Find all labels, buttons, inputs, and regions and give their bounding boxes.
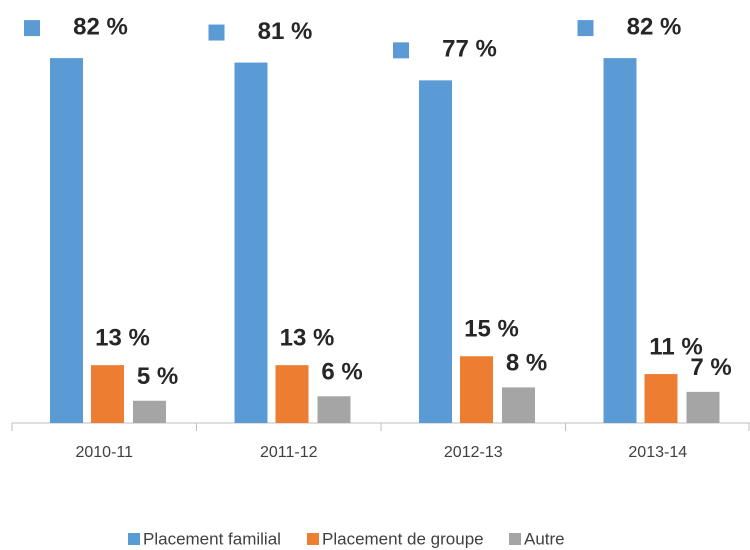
value-label: 8 % [506, 350, 547, 377]
legend-key [128, 533, 140, 545]
bar [460, 356, 493, 423]
value-label: 77 % [442, 36, 497, 63]
bar [419, 80, 452, 423]
bar [133, 400, 166, 423]
bar [234, 62, 268, 424]
bar [603, 58, 637, 423]
value-label: 13 % [280, 324, 335, 351]
legend-key [509, 533, 521, 545]
legend-label: Placement familial [143, 529, 281, 548]
value-label: 81 % [258, 18, 313, 45]
bar [50, 58, 83, 423]
label-key [24, 20, 40, 37]
value-label: 82 % [627, 13, 682, 40]
value-label: 6 % [321, 359, 362, 386]
legend-label: Placement de groupe [322, 529, 484, 548]
bar [686, 391, 720, 423]
label-key [577, 20, 594, 37]
value-label: 15 % [464, 316, 519, 343]
value-label: 82 % [73, 13, 128, 40]
bar [502, 387, 535, 423]
x-tick-label: 2013-14 [628, 444, 687, 461]
x-tick-label: 2012-13 [444, 444, 503, 461]
bar [317, 396, 351, 423]
bar [275, 365, 309, 423]
value-label: 7 % [690, 354, 731, 381]
label-key [208, 24, 225, 41]
label-key [393, 42, 409, 59]
value-label: 11 % [649, 333, 702, 360]
bar [91, 365, 124, 423]
legend-label: Autre [524, 529, 565, 548]
x-tick-label: 2011-12 [260, 444, 318, 461]
x-tick-label: 2010-11 [75, 444, 133, 461]
value-label: 13 % [95, 324, 150, 351]
legend-key [307, 533, 319, 545]
bar [644, 374, 678, 423]
value-label: 5 % [137, 363, 178, 390]
